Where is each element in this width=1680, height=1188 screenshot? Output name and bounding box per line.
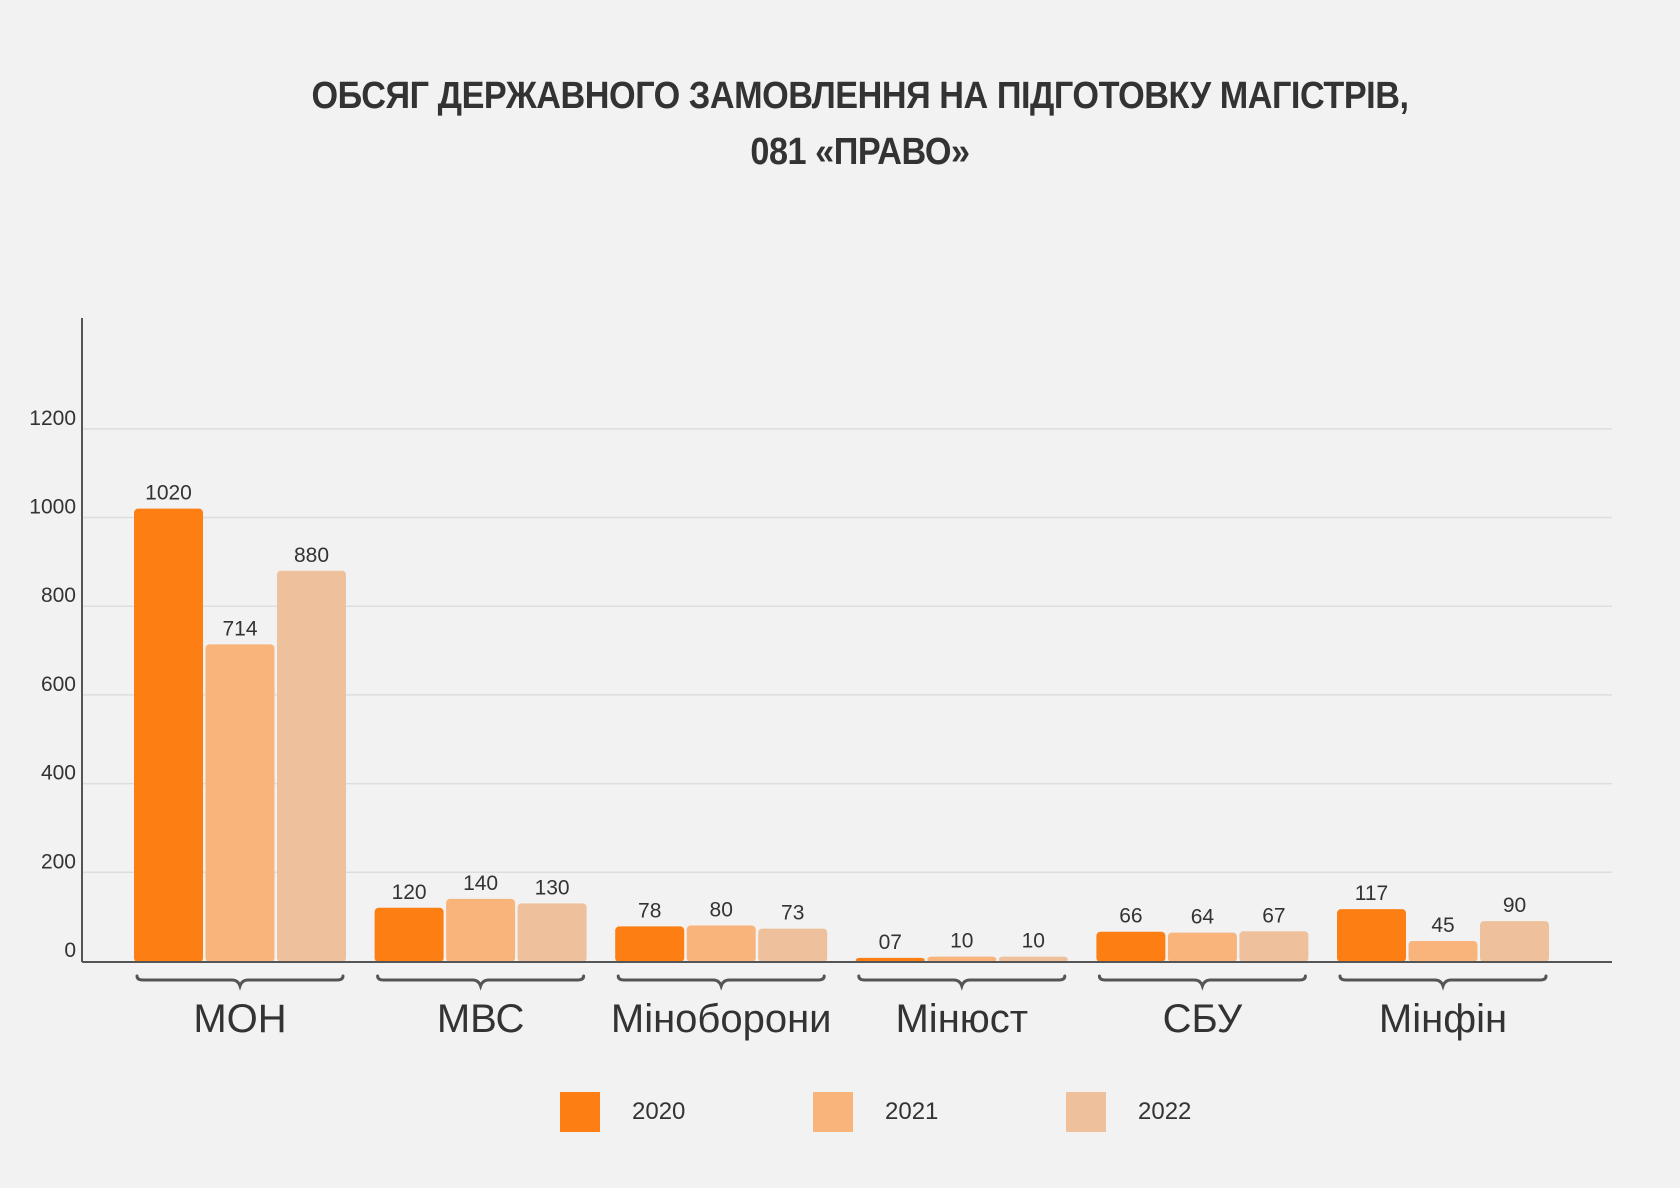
bar-value-label: 880 <box>294 544 329 567</box>
category-label: МВС <box>437 997 525 1041</box>
bar-value-label: 10 <box>1022 930 1045 953</box>
bar-value-label: 714 <box>222 617 257 640</box>
category-label: Мінфін <box>1379 997 1507 1041</box>
y-tick-label: 600 <box>41 673 76 696</box>
bar-2021-МВС <box>446 898 516 962</box>
y-tick-label: 0 <box>64 939 76 962</box>
bar-2020-Мінюст <box>855 957 925 962</box>
bar-value-label: 45 <box>1431 914 1454 937</box>
bar-2021-СБУ <box>1167 932 1237 962</box>
bar-2021-МОН <box>205 644 275 962</box>
category-brace <box>1097 974 1307 991</box>
bar-value-label: 90 <box>1503 894 1526 917</box>
category-label: МОН <box>193 997 286 1041</box>
bar-value-label: 80 <box>710 899 733 922</box>
y-axis-ticks: 0 200 400 600 800 1000 1200 <box>29 407 76 962</box>
bar-value-label: 64 <box>1191 906 1215 929</box>
category-labels: МОН МВС Міноборони Мінюст СБУ Мінфін <box>193 997 1507 1041</box>
category-brace <box>135 974 345 991</box>
bar-value-label: 1020 <box>145 482 192 505</box>
y-tick-label: 400 <box>41 762 76 785</box>
bar-value-label: 66 <box>1119 905 1142 928</box>
category-braces <box>135 974 1548 991</box>
legend-label: 2022 <box>1138 1098 1192 1125</box>
category-label: Міноборони <box>611 997 832 1041</box>
legend-swatch <box>560 1092 600 1132</box>
legend-label: 2020 <box>632 1098 686 1125</box>
y-tick-label: 1200 <box>29 407 76 430</box>
bar-value-label: 120 <box>392 881 427 904</box>
bar-2022-МОН <box>277 570 346 962</box>
bar-2022-Міноборони <box>758 928 828 962</box>
legend-item-2022: 2022 <box>1066 1090 1191 1134</box>
bar-2022-МВС <box>517 903 587 962</box>
legend-item-2020: 2020 <box>560 1090 685 1134</box>
bar-2020-МВС <box>374 907 444 962</box>
chart-title-line-1: ОБСЯГ ДЕРЖАВНОГО ЗАМОВЛЕННЯ НА ПІДГОТОВК… <box>311 75 1409 117</box>
bar-2021-Мінюст <box>927 956 997 962</box>
chart-title: ОБСЯГ ДЕРЖАВНОГО ЗАМОВЛЕННЯ НА ПІДГОТОВК… <box>86 68 1634 180</box>
bar-value-label: 73 <box>781 902 804 925</box>
bar-value-label: 67 <box>1262 904 1285 927</box>
y-tick-label: 200 <box>41 850 76 873</box>
legend-item-2021: 2021 <box>813 1090 938 1134</box>
category-brace <box>616 974 826 991</box>
bar-value-labels: 1020 714 880 120 140 130 78 80 73 07 10 10 66 64 67 117… <box>145 482 1526 954</box>
bar-value-label: 10 <box>950 930 973 953</box>
category-brace <box>1338 974 1548 991</box>
chart-title-line-2: 081 «ПРАВО» <box>750 131 970 173</box>
bar-value-label: 07 <box>879 931 902 954</box>
category-brace <box>857 974 1067 991</box>
y-tick-label: 800 <box>41 584 76 607</box>
bar-2021-Міноборони <box>686 925 756 962</box>
legend-label: 2021 <box>885 1098 939 1125</box>
y-tick-label: 1000 <box>29 496 76 519</box>
bar-2020-Мінфін <box>1337 909 1406 962</box>
bars <box>134 508 1549 962</box>
category-label: СБУ <box>1163 997 1243 1041</box>
bar-2020-Міноборони <box>615 926 685 962</box>
bar-2020-СБУ <box>1096 931 1166 962</box>
bar-2022-СБУ <box>1239 931 1309 962</box>
bar-2020-МОН <box>134 508 203 962</box>
bar-2022-Мінюст <box>998 956 1068 962</box>
bar-2021-Мінфін <box>1408 941 1478 962</box>
bar-2022-Мінфін <box>1480 921 1549 962</box>
category-label: Мінюст <box>895 997 1028 1041</box>
bar-value-label: 140 <box>463 872 498 895</box>
legend-swatch <box>813 1092 853 1132</box>
bar-value-label: 78 <box>638 899 661 922</box>
category-brace <box>376 974 586 991</box>
legend-swatch <box>1066 1092 1106 1132</box>
bar-value-label: 130 <box>535 876 570 899</box>
bar-value-label: 117 <box>1355 882 1388 905</box>
legend: 2020 2021 2022 <box>0 1090 1680 1134</box>
